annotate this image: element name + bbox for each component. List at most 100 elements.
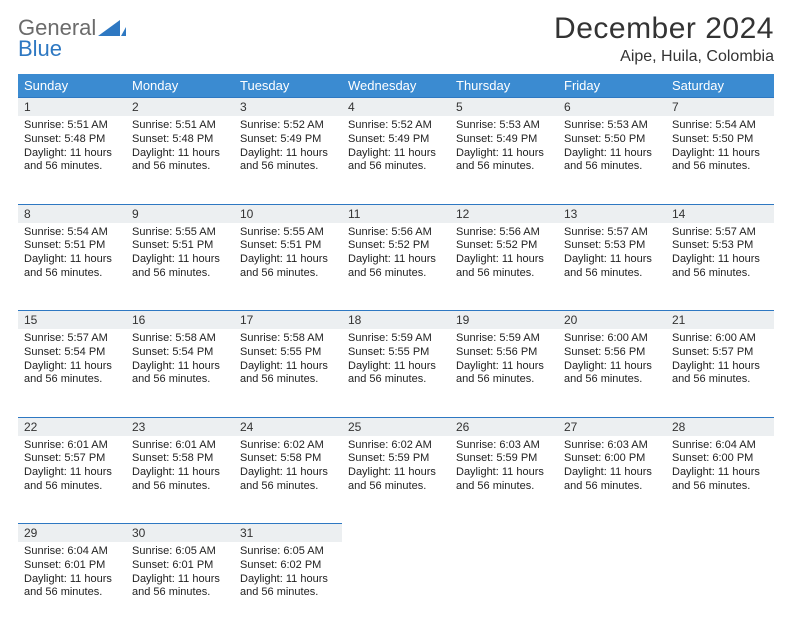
day-number-cell: 11 xyxy=(342,204,450,223)
sunrise-line: Sunrise: 5:59 AM xyxy=(348,332,444,346)
sunset-label: Sunset: xyxy=(672,133,709,145)
sunset-line: Sunset: 6:00 PM xyxy=(564,452,660,466)
day-number-cell: 7 xyxy=(666,98,774,117)
sunset-value: 5:57 PM xyxy=(64,452,105,464)
page-subtitle: Aipe, Huila, Colombia xyxy=(554,48,774,66)
daylight-line: Daylight: 11 hours and 56 minutes. xyxy=(132,573,228,601)
sunset-value: 5:51 PM xyxy=(172,239,213,251)
day-info-cell xyxy=(558,542,666,630)
sunrise-line: Sunrise: 5:58 AM xyxy=(132,332,228,346)
sunrise-line: Sunrise: 5:52 AM xyxy=(240,119,336,133)
sunset-line: Sunset: 6:00 PM xyxy=(672,452,768,466)
sunset-value: 5:55 PM xyxy=(388,346,429,358)
daylight-line: Daylight: 11 hours and 56 minutes. xyxy=(132,253,228,281)
daylight-line: Daylight: 11 hours and 56 minutes. xyxy=(132,360,228,388)
day-header: Friday xyxy=(558,74,666,98)
day-number: 24 xyxy=(240,420,253,434)
day-info-cell: Sunrise: 5:59 AMSunset: 5:56 PMDaylight:… xyxy=(450,329,558,417)
day-number-cell: 21 xyxy=(666,311,774,330)
day-info-cell: Sunrise: 5:54 AMSunset: 5:51 PMDaylight:… xyxy=(18,223,126,311)
day-number-cell: 30 xyxy=(126,524,234,543)
day-info-cell: Sunrise: 5:53 AMSunset: 5:49 PMDaylight:… xyxy=(450,116,558,204)
day-number-cell: 5 xyxy=(450,98,558,117)
day-number: 21 xyxy=(672,313,685,327)
day-number: 15 xyxy=(24,313,37,327)
sunset-value: 5:59 PM xyxy=(388,452,429,464)
sunset-value: 5:56 PM xyxy=(496,346,537,358)
sunset-line: Sunset: 5:51 PM xyxy=(240,239,336,253)
sunrise-line: Sunrise: 6:04 AM xyxy=(24,545,120,559)
day-info: Sunrise: 6:05 AMSunset: 6:02 PMDaylight:… xyxy=(234,542,342,604)
sunrise-value: 5:59 AM xyxy=(391,332,431,344)
day-number: 10 xyxy=(240,207,253,221)
sunset-line: Sunset: 5:51 PM xyxy=(24,239,120,253)
daylight-line: Daylight: 11 hours and 56 minutes. xyxy=(456,147,552,175)
sunset-label: Sunset: xyxy=(240,452,277,464)
sunset-label: Sunset: xyxy=(132,559,169,571)
sunrise-value: 5:55 AM xyxy=(175,226,215,238)
day-number: 9 xyxy=(132,207,139,221)
sunrise-label: Sunrise: xyxy=(456,226,496,238)
sunrise-line: Sunrise: 5:54 AM xyxy=(24,226,120,240)
daylight-label: Daylight: xyxy=(348,147,391,159)
sunrise-label: Sunrise: xyxy=(348,226,388,238)
logo-text: General Blue xyxy=(18,18,96,60)
day-info: Sunrise: 6:03 AMSunset: 5:59 PMDaylight:… xyxy=(450,436,558,498)
day-info: Sunrise: 6:00 AMSunset: 5:56 PMDaylight:… xyxy=(558,329,666,391)
daylight-line: Daylight: 11 hours and 56 minutes. xyxy=(24,573,120,601)
sunrise-value: 5:59 AM xyxy=(499,332,539,344)
daylight-label: Daylight: xyxy=(456,466,499,478)
sunrise-line: Sunrise: 6:05 AM xyxy=(132,545,228,559)
day-number-cell: 23 xyxy=(126,417,234,436)
sunset-line: Sunset: 6:01 PM xyxy=(132,559,228,573)
day-header: Monday xyxy=(126,74,234,98)
day-number-cell: 16 xyxy=(126,311,234,330)
sunset-value: 6:00 PM xyxy=(604,452,645,464)
sunrise-line: Sunrise: 5:53 AM xyxy=(564,119,660,133)
daylight-line: Daylight: 11 hours and 56 minutes. xyxy=(672,253,768,281)
sunset-value: 5:56 PM xyxy=(604,346,645,358)
sunrise-value: 6:00 AM xyxy=(607,332,647,344)
sunset-value: 6:00 PM xyxy=(712,452,753,464)
daynum-row: 293031 xyxy=(18,524,774,543)
day-number-cell: 27 xyxy=(558,417,666,436)
sunset-label: Sunset: xyxy=(564,452,601,464)
daylight-label: Daylight: xyxy=(564,147,607,159)
day-info-cell: Sunrise: 6:04 AMSunset: 6:00 PMDaylight:… xyxy=(666,436,774,524)
day-info-cell: Sunrise: 5:56 AMSunset: 5:52 PMDaylight:… xyxy=(450,223,558,311)
sunset-line: Sunset: 5:49 PM xyxy=(456,133,552,147)
day-number-cell: 8 xyxy=(18,204,126,223)
sunset-label: Sunset: xyxy=(132,346,169,358)
sunset-value: 6:02 PM xyxy=(280,559,321,571)
day-info-cell: Sunrise: 5:52 AMSunset: 5:49 PMDaylight:… xyxy=(234,116,342,204)
day-info-cell: Sunrise: 5:56 AMSunset: 5:52 PMDaylight:… xyxy=(342,223,450,311)
daylight-label: Daylight: xyxy=(348,466,391,478)
day-number: 14 xyxy=(672,207,685,221)
sunrise-value: 5:51 AM xyxy=(175,119,215,131)
day-number-cell: 6 xyxy=(558,98,666,117)
day-info: Sunrise: 5:53 AMSunset: 5:50 PMDaylight:… xyxy=(558,116,666,178)
day-number: 19 xyxy=(456,313,469,327)
sunrise-line: Sunrise: 6:02 AM xyxy=(348,439,444,453)
daylight-label: Daylight: xyxy=(24,147,67,159)
sunrise-label: Sunrise: xyxy=(24,545,64,557)
sunset-line: Sunset: 5:55 PM xyxy=(240,346,336,360)
daylight-label: Daylight: xyxy=(348,253,391,265)
daylight-label: Daylight: xyxy=(240,147,283,159)
day-header: Wednesday xyxy=(342,74,450,98)
sunset-line: Sunset: 6:02 PM xyxy=(240,559,336,573)
day-info-cell: Sunrise: 5:53 AMSunset: 5:50 PMDaylight:… xyxy=(558,116,666,204)
day-header: Saturday xyxy=(666,74,774,98)
day-info: Sunrise: 5:52 AMSunset: 5:49 PMDaylight:… xyxy=(234,116,342,178)
daylight-line: Daylight: 11 hours and 56 minutes. xyxy=(24,360,120,388)
day-number-cell: 31 xyxy=(234,524,342,543)
sunset-line: Sunset: 5:53 PM xyxy=(672,239,768,253)
sunrise-value: 5:58 AM xyxy=(283,332,323,344)
day-info: Sunrise: 6:01 AMSunset: 5:57 PMDaylight:… xyxy=(18,436,126,498)
day-info-cell: Sunrise: 6:02 AMSunset: 5:59 PMDaylight:… xyxy=(342,436,450,524)
day-info-cell: Sunrise: 6:02 AMSunset: 5:58 PMDaylight:… xyxy=(234,436,342,524)
sunset-value: 6:01 PM xyxy=(64,559,105,571)
day-number-cell: 2 xyxy=(126,98,234,117)
sunset-label: Sunset: xyxy=(456,346,493,358)
day-number: 1 xyxy=(24,100,31,114)
